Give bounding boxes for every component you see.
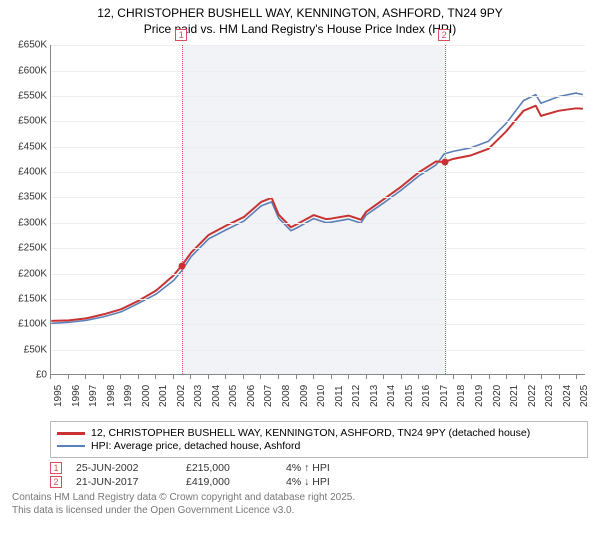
sale-delta: 4% ↓ HPI [286,476,366,488]
y-axis-label: £100K [18,319,47,330]
sale-marker-box: 1 [175,29,187,41]
legend-swatch [57,445,85,447]
x-axis-label: 2011 [334,386,345,408]
x-axis-label: 2016 [421,385,432,407]
x-axis-label: 2001 [158,385,169,407]
legend-swatch [57,432,85,435]
x-axis-label: 1997 [88,385,99,407]
x-axis-label: 2014 [386,385,397,407]
footer: Contains HM Land Registry data © Crown c… [12,492,588,517]
sale-row: 1 25-JUN-2002 £215,000 4% ↑ HPI [50,462,588,474]
plot-region [50,45,585,375]
x-axis-label: 2012 [351,385,362,407]
legend-label: 12, CHRISTOPHER BUSHELL WAY, KENNINGTON,… [91,427,530,439]
chart-title: 12, CHRISTOPHER BUSHELL WAY, KENNINGTON,… [0,0,600,39]
title-line-2: Price paid vs. HM Land Registry's House … [0,22,600,38]
x-axis-label: 2006 [246,385,257,407]
x-axis-label: 2019 [474,385,485,407]
y-axis-label: £200K [18,268,47,279]
sale-price: £419,000 [186,476,286,488]
sale-dot [442,159,449,166]
y-axis-label: £500K [18,116,47,127]
y-axis-label: £600K [18,65,47,76]
x-axis-label: 2003 [193,385,204,407]
x-axis-label: 2008 [281,385,292,407]
footer-line-2: This data is licensed under the Open Gov… [12,505,588,518]
chart-area: £0 £50K £100K £150K £200K £250K £300K £350K £400… [5,39,595,419]
series-price_paid [51,106,583,321]
title-line-1: 12, CHRISTOPHER BUSHELL WAY, KENNINGTON,… [0,6,600,22]
sale-marker-box: 2 [438,29,450,41]
x-axis-label: 2022 [527,385,538,407]
x-axis-label: 1999 [123,385,134,407]
legend-item-hpi: HPI: Average price, detached house, Ashf… [57,440,581,452]
y-axis-label: £400K [18,167,47,178]
x-axis-label: 2025 [579,385,590,407]
sale-marker: 1 [50,462,62,474]
x-axis-label: 2015 [404,385,415,407]
y-axis-label: £0 [36,370,47,381]
legend-label: HPI: Average price, detached house, Ashf… [91,440,300,452]
y-axis-label: £550K [18,90,47,101]
x-axis-label: 2023 [544,385,555,407]
sales-table: 1 25-JUN-2002 £215,000 4% ↑ HPI 2 21-JUN… [50,462,588,488]
x-axis-label: 2013 [369,385,380,407]
x-axis-label: 1995 [53,385,64,407]
sale-marker: 2 [50,476,62,488]
x-axis-label: 2000 [141,385,152,407]
sale-date: 21-JUN-2017 [76,476,186,488]
x-axis-label: 2024 [562,385,573,407]
y-axis-label: £450K [18,141,47,152]
x-axis-label: 2021 [509,385,520,407]
sale-row: 2 21-JUN-2017 £419,000 4% ↓ HPI [50,476,588,488]
legend-item-price-paid: 12, CHRISTOPHER BUSHELL WAY, KENNINGTON,… [57,427,581,439]
x-axis-label: 2017 [439,385,450,407]
sale-dot [179,263,186,270]
legend: 12, CHRISTOPHER BUSHELL WAY, KENNINGTON,… [50,421,588,458]
y-axis-label: £150K [18,294,47,305]
x-axis-label: 2010 [316,385,327,407]
x-axis-label: 2020 [492,385,503,407]
y-axis-label: £350K [18,192,47,203]
x-axis-label: 2009 [299,385,310,407]
x-axis-label: 2007 [263,385,274,407]
y-axis-label: £300K [18,217,47,228]
sale-price: £215,000 [186,462,286,474]
y-axis-label: £250K [18,243,47,254]
x-axis-label: 2005 [228,385,239,407]
series-hpi [51,93,583,323]
y-axis-label: £50K [24,344,47,355]
sale-delta: 4% ↑ HPI [286,462,366,474]
x-axis-label: 2018 [456,385,467,407]
sale-date: 25-JUN-2002 [76,462,186,474]
footer-line-1: Contains HM Land Registry data © Crown c… [12,492,588,505]
x-axis-label: 1996 [71,385,82,407]
y-axis-label: £650K [18,40,47,51]
x-axis-label: 2002 [176,385,187,407]
x-axis-label: 1998 [106,385,117,407]
x-axis-label: 2004 [211,385,222,407]
